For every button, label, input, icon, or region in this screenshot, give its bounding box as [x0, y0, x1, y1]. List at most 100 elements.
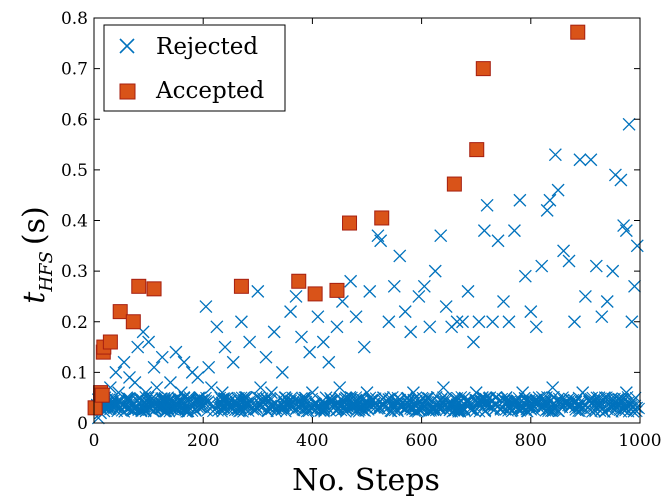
y-tick-label: 0.3	[61, 262, 88, 282]
rejected-band-marker	[173, 405, 185, 418]
rejected-point	[546, 381, 560, 395]
x-tick-label: 1000	[618, 431, 661, 451]
rejected-point	[406, 386, 420, 400]
x-tick-label: 800	[515, 431, 547, 451]
rejected-point	[169, 345, 183, 359]
rejected-point	[513, 193, 527, 207]
rejected-point	[589, 259, 603, 273]
rejected-point	[404, 325, 418, 339]
rejected-point	[218, 340, 232, 354]
accepted-point	[112, 304, 128, 320]
rejected-point	[117, 355, 131, 369]
y-tick-label: 0.7	[61, 60, 88, 80]
rejected-band-marker	[224, 399, 237, 412]
rejected-point	[439, 300, 453, 314]
rejected-band-marker	[299, 391, 312, 404]
rejected-point	[551, 183, 565, 197]
rejected-band-marker	[573, 402, 585, 414]
rejected-point	[376, 391, 390, 405]
y-axis-title-sub: HFS	[36, 251, 57, 293]
rejected-point	[628, 279, 641, 293]
rejected-band-marker	[627, 405, 640, 418]
rejected-point	[499, 396, 513, 410]
rejected-point	[267, 325, 281, 339]
rejected-band-marker	[242, 405, 255, 418]
rejected-band-marker	[255, 401, 268, 414]
accepted-point	[475, 61, 491, 77]
accepted-point	[570, 24, 586, 40]
rejected-band-marker	[503, 401, 516, 414]
rejected-point	[215, 386, 229, 400]
rejected-point	[120, 391, 134, 405]
rejected-band-marker	[594, 405, 607, 417]
rejected-band-marker	[387, 398, 400, 411]
accepted-point	[87, 400, 103, 416]
y-tick-label: 0.4	[61, 212, 88, 232]
rejected-band-marker	[139, 403, 151, 416]
x-axis-title: No. Steps	[292, 463, 440, 498]
rejected-point	[357, 340, 371, 354]
rejected-band-marker	[286, 400, 299, 412]
legend-marker-rejected	[119, 38, 135, 54]
rejected-band-marker	[278, 396, 291, 409]
rejected-point	[524, 305, 538, 319]
y-tick-label: 0.2	[61, 313, 88, 333]
accepted-point	[329, 282, 345, 298]
y-tick-label: 0.8	[61, 9, 88, 29]
rejected-band-marker	[202, 395, 215, 407]
rejected-point	[292, 396, 306, 410]
rejected-point	[578, 289, 592, 303]
rejected-point	[595, 310, 609, 324]
rejected-point	[204, 381, 218, 395]
rejected-point	[174, 386, 188, 400]
rejected-point	[240, 391, 254, 405]
rejected-band-marker	[300, 401, 313, 414]
rejected-point	[194, 391, 207, 405]
rejected-point	[603, 396, 617, 410]
accepted-point	[342, 215, 358, 231]
rejected-point	[163, 376, 177, 389]
rejected-point	[139, 386, 153, 400]
rejected-band-marker	[542, 405, 554, 418]
rejected-point	[112, 386, 126, 400]
rejected-point	[374, 234, 388, 248]
rejected-point	[535, 259, 549, 273]
rejected-point	[393, 249, 407, 263]
accepted-point	[291, 273, 307, 289]
y-axis-title-unit: (s)	[17, 206, 52, 245]
rejected-point	[584, 153, 598, 167]
accepted-point	[233, 278, 249, 294]
rejected-point	[344, 274, 358, 288]
accepted-point	[131, 278, 147, 294]
accepted-point	[307, 286, 323, 302]
y-tick-label: 0	[77, 414, 88, 434]
rejected-band-marker	[604, 401, 617, 413]
rejected-band-marker	[158, 392, 171, 404]
rejected-point	[486, 315, 500, 329]
rejected-point	[259, 350, 273, 364]
rejected-point	[529, 320, 543, 334]
rejected-band-marker	[348, 399, 361, 411]
rejected-point	[450, 315, 464, 329]
rejected-point	[472, 315, 486, 329]
rejected-point	[311, 310, 325, 324]
rejected-point	[264, 386, 278, 400]
rejected-point	[423, 320, 437, 334]
rejected-point	[600, 295, 614, 308]
rejected-band-marker	[174, 401, 187, 414]
rejected-band-marker	[574, 405, 586, 418]
y-axis-title: tHFS (s)	[17, 206, 57, 303]
rejected-band-marker	[417, 402, 430, 415]
accepted-point	[94, 387, 110, 403]
rejected-point	[303, 345, 317, 359]
rejected-band-marker	[265, 399, 278, 412]
rejected-point	[229, 396, 243, 410]
rejected-band-marker	[535, 399, 548, 412]
rejected-point	[387, 279, 401, 293]
rejected-point	[360, 386, 374, 400]
rejected-band-marker	[443, 404, 456, 417]
rejected-point	[614, 173, 628, 187]
rejected-band-marker	[112, 403, 124, 415]
rejected-point	[573, 153, 587, 167]
